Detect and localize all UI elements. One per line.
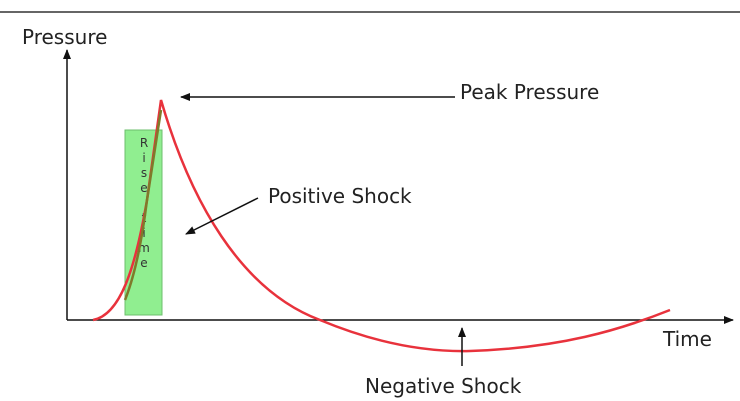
positive-label: Positive Shock xyxy=(268,184,412,208)
y-axis-label: Pressure xyxy=(22,25,107,49)
x-axis-label: Time xyxy=(662,327,712,351)
negative-label: Negative Shock xyxy=(365,374,522,398)
pressure-curve xyxy=(92,99,671,353)
peak-label: Peak Pressure xyxy=(460,80,599,104)
positive-arrow xyxy=(185,197,259,235)
rise-segment xyxy=(123,109,163,301)
